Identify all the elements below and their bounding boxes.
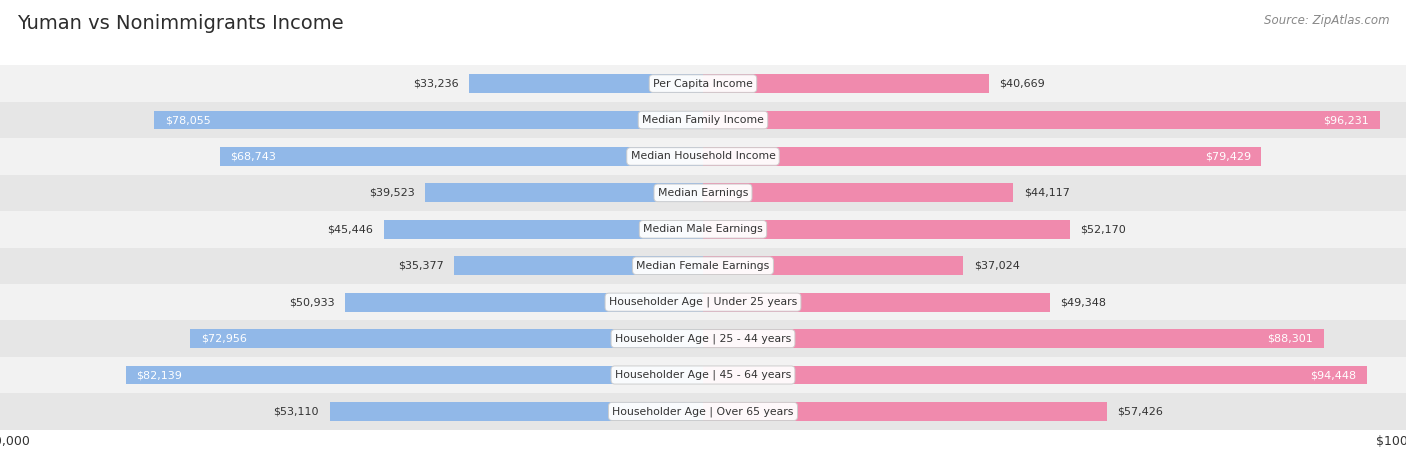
Bar [125,366,703,384]
Text: Median Family Income: Median Family Income [643,115,763,125]
Bar [0,175,1406,211]
Text: Yuman vs Nonimmigrants Income: Yuman vs Nonimmigrants Income [17,14,343,33]
Bar [0,393,1406,430]
Bar [329,402,703,421]
Text: Median Earnings: Median Earnings [658,188,748,198]
Text: $94,448: $94,448 [1310,370,1357,380]
Bar [155,111,703,129]
Bar [703,184,1014,202]
Bar [703,402,1107,421]
Text: $50,933: $50,933 [288,297,335,307]
Text: $49,348: $49,348 [1060,297,1107,307]
Text: $53,110: $53,110 [274,406,319,417]
Text: $88,301: $88,301 [1267,333,1313,344]
Bar [219,147,703,166]
Text: Median Male Earnings: Median Male Earnings [643,224,763,234]
Text: Per Capita Income: Per Capita Income [652,78,754,89]
Text: $68,743: $68,743 [231,151,276,162]
Bar [0,284,1406,320]
Bar [0,248,1406,284]
Bar [190,329,703,348]
Bar [703,147,1261,166]
Bar [454,256,703,275]
Text: $82,139: $82,139 [136,370,181,380]
Text: Householder Age | 45 - 64 years: Householder Age | 45 - 64 years [614,370,792,380]
Bar [703,329,1324,348]
Text: $35,377: $35,377 [398,261,444,271]
Text: Householder Age | Over 65 years: Householder Age | Over 65 years [612,406,794,417]
Bar [703,74,988,93]
Bar [425,184,703,202]
Text: $78,055: $78,055 [165,115,211,125]
Text: $37,024: $37,024 [974,261,1019,271]
Bar [703,256,963,275]
Text: $45,446: $45,446 [328,224,373,234]
Text: $96,231: $96,231 [1323,115,1369,125]
Bar [0,320,1406,357]
Bar [0,65,1406,102]
Bar [703,111,1379,129]
Text: $52,170: $52,170 [1080,224,1126,234]
Bar [384,220,703,239]
Text: Median Household Income: Median Household Income [630,151,776,162]
Bar [470,74,703,93]
Text: $40,669: $40,669 [1000,78,1045,89]
Bar [0,102,1406,138]
Text: Householder Age | Under 25 years: Householder Age | Under 25 years [609,297,797,307]
Text: $44,117: $44,117 [1024,188,1070,198]
Bar [703,366,1367,384]
Text: $79,429: $79,429 [1205,151,1251,162]
Bar [703,220,1070,239]
Text: $57,426: $57,426 [1118,406,1163,417]
Text: $39,523: $39,523 [368,188,415,198]
Bar [0,138,1406,175]
Bar [344,293,703,311]
Bar [703,293,1050,311]
Bar [0,357,1406,393]
Text: $72,956: $72,956 [201,333,246,344]
Text: $33,236: $33,236 [413,78,458,89]
Bar [0,211,1406,248]
Text: Source: ZipAtlas.com: Source: ZipAtlas.com [1264,14,1389,27]
Text: Median Female Earnings: Median Female Earnings [637,261,769,271]
Text: Householder Age | 25 - 44 years: Householder Age | 25 - 44 years [614,333,792,344]
